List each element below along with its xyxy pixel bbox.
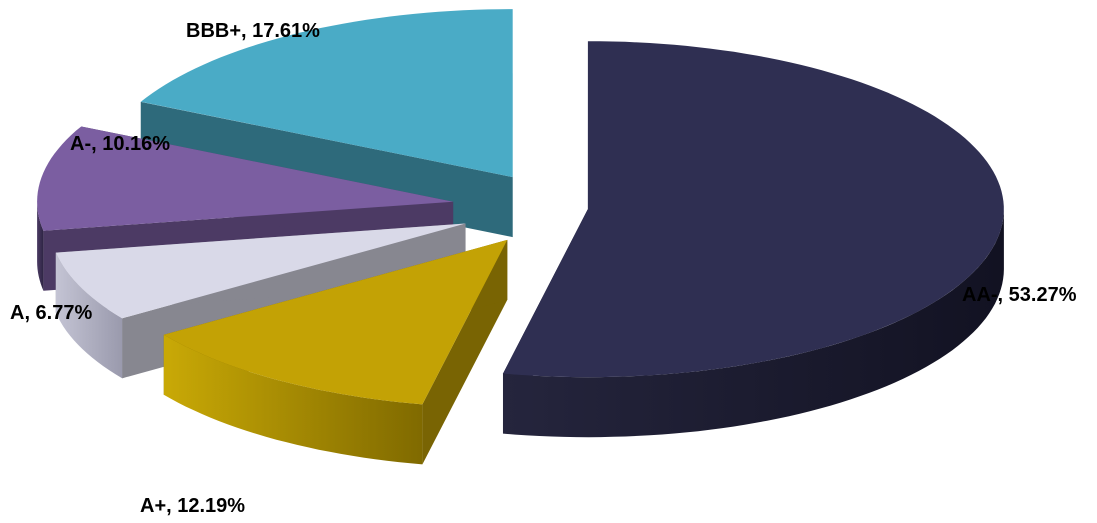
pie-slice-side-a-plus-0	[163, 334, 423, 465]
pie-slice-side-a-minus-0	[37, 201, 44, 291]
pie-slice-a-plus	[163, 239, 508, 465]
pie-slice-aa-minus	[502, 41, 1004, 438]
pie-slice-top-aa-minus	[503, 41, 1004, 378]
slice-label-a-minus: A-, 10.16%	[70, 133, 171, 155]
pie-slice-side-aa-minus-0	[503, 209, 1004, 438]
pie-slice-top-a-plus	[163, 239, 508, 405]
slice-label-aa-minus: AA-, 53.27%	[962, 284, 1077, 306]
pie-slice-top-a-minus	[37, 126, 454, 231]
slice-label-bbb-plus: BBB+, 17.61%	[186, 20, 320, 42]
slice-label-a: A, 6.77%	[10, 302, 93, 324]
pie-slice-top-bbb-plus	[140, 9, 513, 178]
pie-slices	[37, 9, 1004, 465]
pie-slice-side-a-0	[55, 252, 123, 379]
pie-slice-top-a	[55, 223, 466, 319]
slice-label-a-plus: A+, 12.19%	[140, 495, 246, 517]
